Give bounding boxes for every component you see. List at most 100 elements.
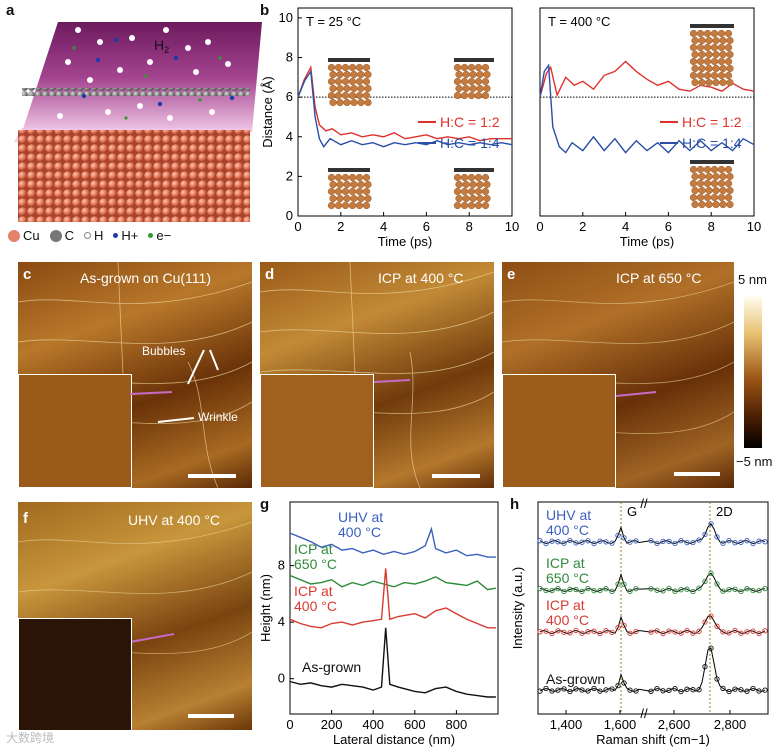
spectrum-point [579,588,585,595]
x-axis-label: Raman shift (cm−1) [596,732,710,747]
spectrum-point [660,630,666,637]
colorbar-bottom-label: −5 nm [736,454,773,469]
spectrum-point [714,623,720,629]
spectrum-point [708,645,714,651]
y-axis-label: Distance (Å) [260,76,275,148]
spectrum-point [708,570,714,576]
afm-colorbar [744,296,762,448]
spectrum-point [714,534,720,540]
spectrum-point [750,540,756,547]
scale-bar-e [674,472,720,476]
afm-image-e: e ICP at 650 °C [502,262,734,488]
spectrum-point [726,586,732,593]
spectrum-point [627,687,633,693]
spectrum-point [549,587,555,594]
graphene-sheet [690,160,734,164]
spectrum-point [744,586,750,592]
cu-cluster-illustration [453,58,494,100]
2d-peak-label: 2D [716,504,733,519]
spectrum-point [696,585,702,591]
spectrum-point [738,539,744,546]
panel-e-label: ICP at 650 °C [616,270,702,286]
sphere-icon [49,229,62,242]
x-tick-label: 2 [579,219,586,234]
axis-break: // [640,706,648,721]
spectrum-point [573,586,579,593]
spectrum-point [762,687,768,693]
spectrum-point [756,538,762,544]
spectrum-point [561,588,567,595]
plot-frame [539,7,755,217]
spectrum-point [690,630,696,636]
spectrum-point [702,663,708,670]
y-tick-label: 2 [286,168,293,183]
legend-item-3: H+ [113,228,138,243]
spectrum-point [666,628,672,634]
spectrum-point [738,630,744,636]
spectrum-point [648,537,654,544]
scale-bar-d [432,474,480,478]
spectrum-point [567,586,573,593]
spectrum-point [579,630,585,636]
spectrum-point [609,629,615,636]
dot-icon [148,233,154,238]
series-line-0 [297,65,512,142]
y-tick-label: 4 [286,129,293,144]
panel-d-letter: d [265,266,275,283]
x-tick-label: 2 [337,219,344,234]
colorbar-top-label: 5 nm [738,272,767,287]
x-tick-label: 2,800 [714,717,747,732]
spectrum-point [609,686,615,692]
spectrum-point [549,630,555,637]
spectrum-point [648,629,654,635]
spectrum-point [708,613,714,619]
spectrum-point [696,687,702,693]
spectrum-point [537,629,543,635]
axis-break: // [640,496,648,511]
spectrum-point [690,539,696,546]
spectrum-point [684,539,690,546]
x-tick-label: 0 [536,219,543,234]
series-label-1: ICP at 650 °C [546,555,589,586]
series-line-2 [289,568,496,629]
spectrum-point [573,686,579,692]
cu-cluster-illustration [327,58,372,107]
spectrum-point [732,540,738,546]
spectrum-point [603,586,609,592]
series-label-1: ICP at 650 °C [294,541,337,572]
plot-frame [537,501,769,715]
spectrum-point [585,688,591,694]
spectrum-fit-0 [539,522,766,545]
spectrum-point [555,539,561,545]
spectrum-point [756,630,762,637]
spectrum-point [684,586,690,592]
panel-b-left-title: T = 25 °C [306,14,361,29]
spectrum-point [732,686,738,692]
spectrum-fit-1 [539,572,766,593]
x-tick-label: 10 [747,219,761,234]
legend-label: H:C = 1:4 [682,135,742,151]
spectrum-point [762,628,768,634]
spectrum-point [579,539,585,545]
spectrum-point [537,585,543,592]
spectrum-point [708,521,714,527]
spectrum-point [603,687,609,693]
series-label-0: UHV at 400 °C [338,509,383,540]
x-tick-label: 600 [404,717,426,732]
spectrum-point [573,540,579,546]
spectrum-point [573,627,579,634]
legend-label: Cu [23,228,40,243]
spectrum-point [543,587,549,594]
spectrum-point [750,587,756,594]
spectrum-point [648,688,654,694]
panel-e-letter: e [507,266,516,283]
spectrum-point [756,688,762,694]
spectrum-point [756,587,762,594]
spectrum-point [567,688,573,695]
spectrum-point [591,588,597,594]
spectrum-point [627,539,633,545]
spectrum-point [744,688,750,694]
x-tick-label: 800 [446,717,468,732]
spectrum-point [561,686,567,692]
afm-image-f: f UHV at 400 °C [18,502,252,730]
